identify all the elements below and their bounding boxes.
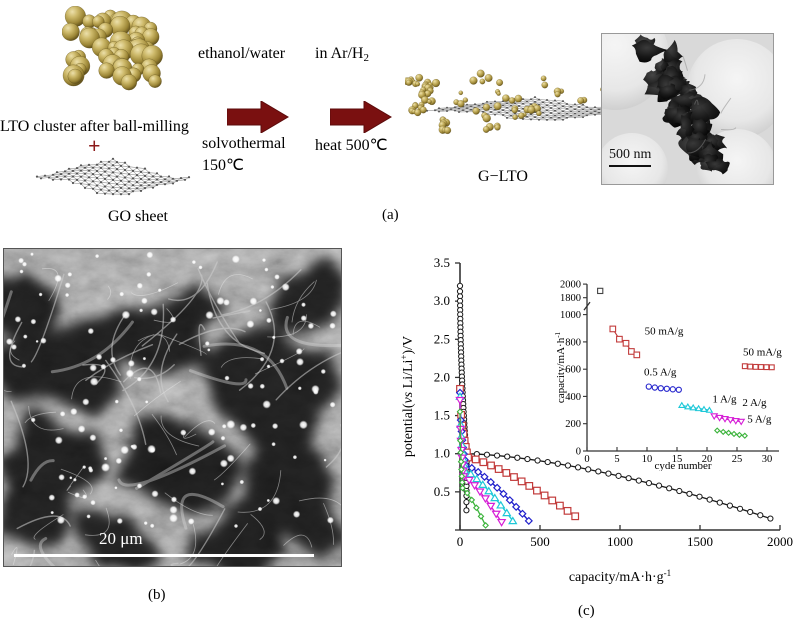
svg-text:30: 30 (762, 454, 773, 465)
svg-text:10: 10 (642, 454, 653, 465)
svg-text:5: 5 (614, 454, 619, 465)
svg-text:capacity/mA·h·g-1: capacity/mA·h·g-1 (569, 568, 671, 585)
svg-text:potential(vs Li/Li+)/V: potential(vs Li/Li+)/V (400, 336, 416, 457)
svg-text:2.0: 2.0 (434, 369, 450, 384)
svg-text:0: 0 (584, 454, 589, 465)
svg-text:1000: 1000 (560, 310, 581, 321)
svg-text:600: 600 (565, 365, 581, 376)
svg-text:1800: 1800 (560, 293, 581, 304)
svg-text:2 A/g: 2 A/g (742, 397, 767, 409)
svg-text:50 mA/g: 50 mA/g (645, 325, 684, 337)
svg-text:0.5: 0.5 (434, 484, 450, 499)
svg-text:500: 500 (530, 534, 550, 549)
svg-text:2.5: 2.5 (434, 331, 450, 346)
svg-text:200: 200 (565, 419, 581, 430)
svg-text:400: 400 (565, 392, 581, 403)
svg-text:0.5 A/g: 0.5 A/g (644, 366, 677, 378)
svg-text:1.0: 1.0 (434, 446, 450, 461)
svg-text:25: 25 (732, 454, 743, 465)
svg-text:3.5: 3.5 (434, 255, 450, 270)
svg-text:3.0: 3.0 (434, 293, 450, 308)
svg-text:1.5: 1.5 (434, 408, 450, 423)
svg-text:1000: 1000 (607, 534, 633, 549)
svg-text:0: 0 (457, 534, 464, 549)
svg-text:5 A/g: 5 A/g (747, 413, 772, 425)
svg-text:800: 800 (565, 337, 581, 348)
svg-text:50 mA/g: 50 mA/g (743, 347, 782, 359)
svg-text:cyde number: cyde number (654, 460, 711, 471)
svg-text:0: 0 (576, 447, 581, 458)
svg-text:2000: 2000 (767, 534, 793, 549)
svg-text:1500: 1500 (687, 534, 713, 549)
svg-text:1 A/g: 1 A/g (712, 394, 737, 406)
svg-text:capacity/mA·h-1: capacity/mA·h-1 (555, 331, 567, 403)
svg-text:2000: 2000 (560, 280, 581, 291)
